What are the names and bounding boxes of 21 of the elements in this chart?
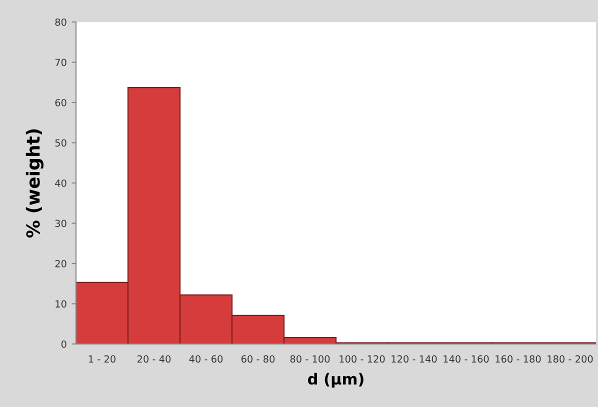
x-tick-label: 120 - 140	[392, 355, 437, 363]
y-tick-label: 60	[55, 98, 66, 106]
y-tick-label: 30	[55, 220, 66, 228]
x-tick-label: 180 - 200	[548, 355, 593, 363]
x-tick-label: 100 - 120	[340, 355, 385, 363]
y-axis-title: % (weight)	[26, 129, 44, 238]
x-tick-label: 140 - 160	[444, 355, 489, 363]
x-axis-title: d (µm)	[308, 372, 364, 388]
y-tick-label: 10	[56, 300, 66, 308]
x-tick-label: 80 - 100	[290, 355, 330, 363]
y-tick-label: 20	[55, 260, 66, 268]
x-tick-label: 20 - 40	[137, 355, 171, 363]
y-tick-label: 80	[55, 18, 66, 26]
x-tick-label: 60 - 80	[241, 355, 275, 363]
y-tick-label: 50	[55, 139, 66, 147]
x-tick-label: 160 - 180	[496, 355, 541, 363]
y-tick-label: 70	[55, 58, 66, 66]
x-tick-label: 40 - 60	[189, 355, 223, 363]
y-tick-label: 40	[55, 179, 66, 187]
x-tick-label: 1 - 20	[88, 355, 116, 363]
y-tick-label: 0	[61, 340, 66, 348]
